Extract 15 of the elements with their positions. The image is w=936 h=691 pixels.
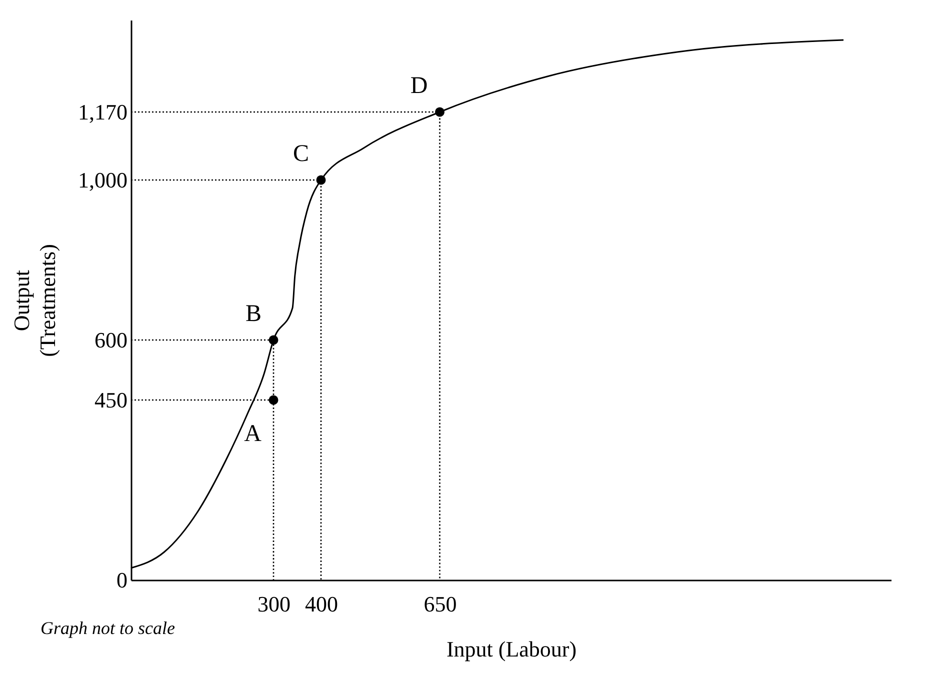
y-tick-label: 1,000 <box>78 168 128 192</box>
y-tick-label: 1,170 <box>78 100 128 124</box>
annotation: A <box>244 421 262 447</box>
y-tick-label: 0 <box>116 568 128 592</box>
x-tick-label: 400 <box>305 592 338 616</box>
y-tick-label: 450 <box>94 388 128 412</box>
annotation: C <box>292 141 309 167</box>
x-tick-label: 650 <box>424 592 457 616</box>
annotation: D <box>410 73 428 99</box>
x-axis-title: Input (Labour) <box>446 636 577 662</box>
annotation: B <box>245 301 262 327</box>
text: Graph not to scale <box>40 618 175 638</box>
y-tick-label: 600 <box>94 328 128 352</box>
y-axis-title: Output (Treatments) <box>9 244 60 357</box>
x-tick-label: 300 <box>258 592 290 616</box>
